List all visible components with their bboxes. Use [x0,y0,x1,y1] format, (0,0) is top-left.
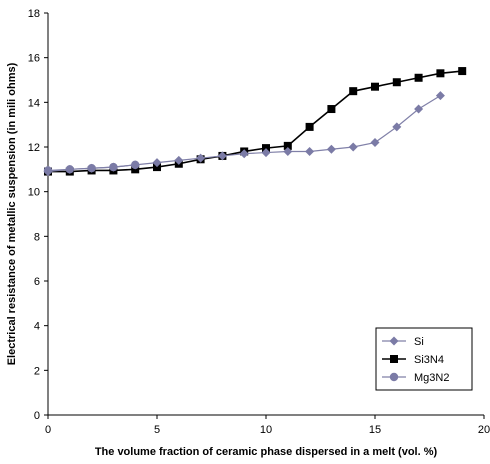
y-tick-label: 0 [34,410,40,422]
legend-marker-mg3n2 [389,372,399,382]
x-tick-label: 10 [260,424,272,436]
data-point-si [283,146,293,156]
data-point-si [348,142,358,152]
data-point-si [261,148,271,158]
y-tick-label: 18 [28,8,40,20]
data-point-si3n4 [371,82,379,91]
data-point-si [196,153,206,163]
data-point-mg3n2 [109,162,118,172]
data-point-si [414,104,424,114]
data-point-si3n4 [305,122,314,131]
data-point-mg3n2 [43,166,53,175]
data-point-mg3n2 [131,160,140,170]
data-point-si3n4 [414,73,423,82]
series-mg3n2 [43,160,140,175]
legend-label-si3n4: Si3N4 [414,354,444,366]
x-axis-title: The volume fraction of ceramic phase dis… [95,446,438,458]
data-point-si3n4 [436,69,445,78]
legend-marker-si3n4 [390,355,398,363]
data-point-si [435,91,445,101]
data-point-si3n4 [458,67,467,76]
y-tick-label: 12 [28,142,40,154]
legend-label-si: Si [414,336,424,348]
data-point-si [239,149,249,159]
x-tick-label: 5 [154,424,160,436]
data-point-si [392,122,402,132]
y-tick-label: 4 [34,321,40,333]
tick-labels: 0 2 4 6 8 10 12 14 16 18 0 5 10 15 20 [28,8,490,436]
y-tick-label: 6 [34,276,40,288]
data-point-si [217,151,227,161]
data-point-mg3n2 [65,165,75,174]
y-tick-label: 8 [34,231,40,243]
data-point-si [370,138,380,148]
legend: Si Si3N4 Mg3N2 [375,327,473,391]
data-point-mg3n2 [87,164,96,173]
x-tick-label: 0 [45,424,51,436]
x-tick-label: 20 [478,424,490,436]
legend-label-mg3n2: Mg3N2 [414,372,449,384]
y-tick-label: 10 [28,187,40,199]
data-point-si [174,155,184,165]
data-point-si [305,146,315,156]
y-tick-label: 16 [28,53,40,65]
data-point-si3n4 [327,105,336,114]
x-tick-label: 15 [369,424,381,436]
legend-marker-si [389,336,399,346]
data-point-si3n4 [392,78,401,87]
axes [44,12,485,419]
data-point-si3n4 [283,141,292,150]
data-point-si3n4 [349,87,358,96]
series-layer [43,67,467,177]
y-axis-title: Electrical resistance of metallic suspen… [6,62,18,365]
y-tick-label: 2 [34,365,40,377]
y-tick-label: 14 [28,97,40,109]
data-point-si [326,144,336,154]
data-point-si [152,158,162,168]
